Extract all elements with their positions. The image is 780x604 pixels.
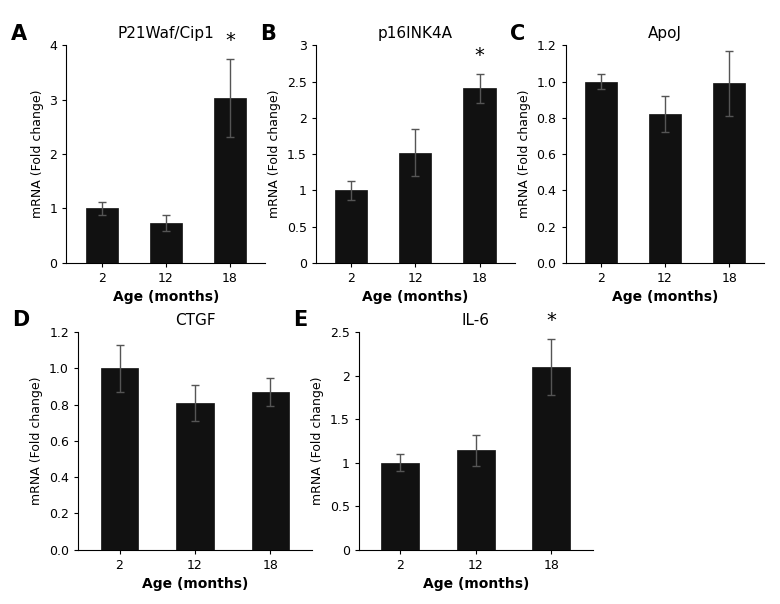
Y-axis label: mRNA (Fold change): mRNA (Fold change) bbox=[30, 377, 44, 505]
Y-axis label: mRNA (Fold change): mRNA (Fold change) bbox=[518, 90, 531, 218]
Bar bbox=[101, 368, 138, 550]
Bar bbox=[585, 82, 617, 263]
Bar bbox=[457, 451, 495, 550]
Bar bbox=[399, 153, 431, 263]
Y-axis label: mRNA (Fold change): mRNA (Fold change) bbox=[311, 377, 324, 505]
Bar bbox=[649, 114, 681, 263]
Text: *: * bbox=[546, 312, 556, 330]
Title: CTGF: CTGF bbox=[175, 313, 215, 328]
Bar bbox=[381, 463, 419, 550]
Y-axis label: mRNA (Fold change): mRNA (Fold change) bbox=[30, 90, 44, 218]
Text: *: * bbox=[474, 46, 484, 65]
Text: E: E bbox=[293, 310, 307, 330]
Bar bbox=[86, 208, 118, 263]
Text: D: D bbox=[12, 310, 30, 330]
Text: B: B bbox=[261, 24, 276, 43]
Title: IL-6: IL-6 bbox=[462, 313, 490, 328]
Bar bbox=[252, 392, 289, 550]
Bar bbox=[214, 98, 246, 263]
Bar bbox=[713, 83, 745, 263]
Text: *: * bbox=[225, 31, 235, 50]
Bar bbox=[335, 190, 367, 263]
Y-axis label: mRNA (Fold change): mRNA (Fold change) bbox=[268, 90, 282, 218]
Bar bbox=[176, 403, 214, 550]
Title: p16INK4A: p16INK4A bbox=[378, 27, 453, 41]
X-axis label: Age (months): Age (months) bbox=[142, 577, 248, 591]
Title: ApoJ: ApoJ bbox=[648, 27, 682, 41]
Title: P21Waf/Cip1: P21Waf/Cip1 bbox=[117, 27, 215, 41]
X-axis label: Age (months): Age (months) bbox=[423, 577, 529, 591]
Bar bbox=[463, 88, 495, 263]
Bar bbox=[533, 367, 570, 550]
X-axis label: Age (months): Age (months) bbox=[362, 291, 469, 304]
X-axis label: Age (months): Age (months) bbox=[112, 291, 219, 304]
X-axis label: Age (months): Age (months) bbox=[612, 291, 718, 304]
Text: C: C bbox=[510, 24, 525, 43]
Text: A: A bbox=[11, 24, 27, 43]
Bar bbox=[150, 223, 182, 263]
